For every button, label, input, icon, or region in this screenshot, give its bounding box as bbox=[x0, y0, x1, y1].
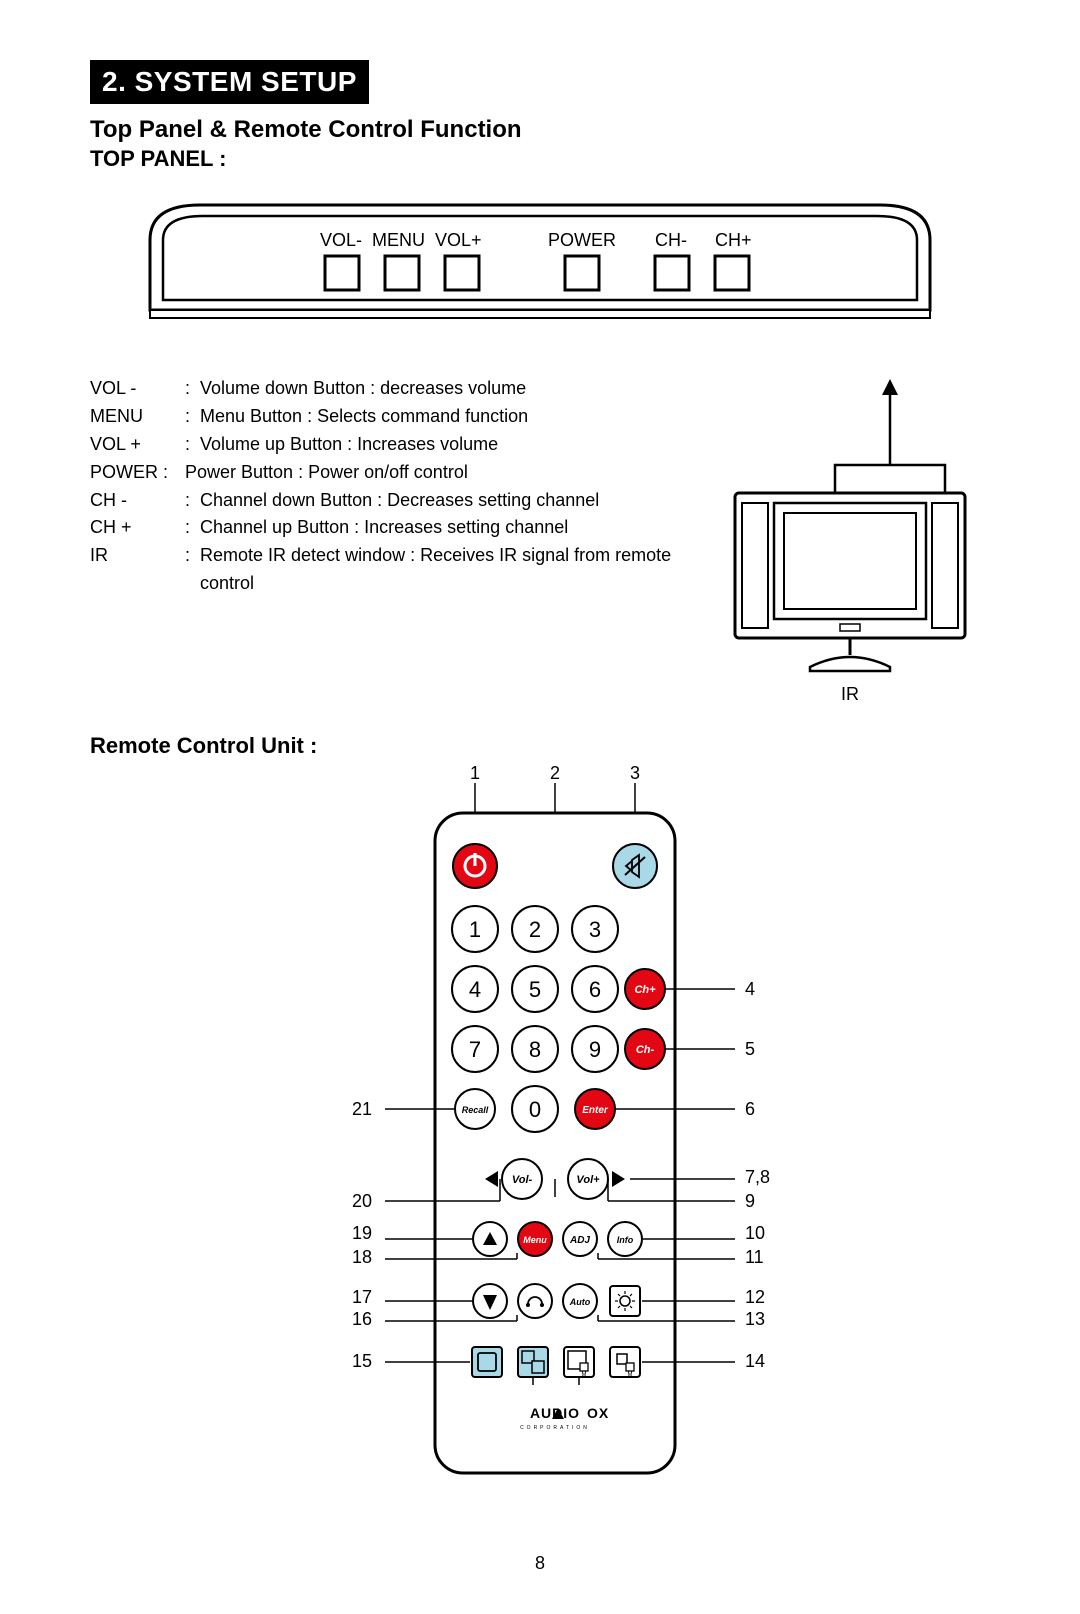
definition-row: CH +: Channel up Button : Increases sett… bbox=[90, 514, 690, 542]
definition-term: CH - bbox=[90, 487, 185, 515]
digit-label: 6 bbox=[589, 977, 601, 1002]
panel-label-ch-plus: CH+ bbox=[715, 230, 752, 250]
definition-text: Volume up Button : Increases volume bbox=[200, 431, 690, 459]
definition-row: POWER : Power Button : Power on/off cont… bbox=[90, 459, 690, 487]
definition-row: MENU: Menu Button : Selects command func… bbox=[90, 403, 690, 431]
panel-label-ch-minus: CH- bbox=[655, 230, 687, 250]
auto-label: Auto bbox=[569, 1297, 591, 1307]
panel-label-vol-minus: VOL- bbox=[320, 230, 362, 250]
info-label: Info bbox=[617, 1235, 634, 1245]
enter-label: Enter bbox=[582, 1105, 609, 1116]
digit-label: 4 bbox=[469, 977, 481, 1002]
digit-label: 1 bbox=[469, 917, 481, 942]
definition-list: VOL -: Volume down Button : decreases vo… bbox=[90, 375, 690, 705]
definition-term: VOL + bbox=[90, 431, 185, 459]
recall-label: Recall bbox=[462, 1105, 489, 1115]
panel-label-power: POWER bbox=[548, 230, 616, 250]
definition-term: CH + bbox=[90, 514, 185, 542]
digit-label: 5 bbox=[529, 977, 541, 1002]
definition-text: Channel down Button : Decreases setting … bbox=[200, 487, 690, 515]
digit-label: 2 bbox=[529, 917, 541, 942]
definition-colon: : bbox=[185, 514, 200, 542]
ch-minus-label: Ch- bbox=[636, 1044, 655, 1056]
svg-text:0: 0 bbox=[529, 1097, 541, 1122]
definition-row: VOL -: Volume down Button : decreases vo… bbox=[90, 375, 690, 403]
vol-plus-label: Vol+ bbox=[576, 1174, 600, 1186]
tv-diagram: IR bbox=[710, 375, 990, 705]
subsection-title: Top Panel & Remote Control Function bbox=[90, 116, 990, 144]
menu-label: Menu bbox=[523, 1235, 547, 1245]
definition-row: VOL +: Volume up Button : Increases volu… bbox=[90, 431, 690, 459]
definition-row: CH -: Channel down Button : Decreases se… bbox=[90, 487, 690, 515]
brand-sub-label: CORPORATION bbox=[520, 1425, 590, 1431]
top-panel-diagram: VOL- MENU VOL+ POWER CH- CH+ bbox=[130, 190, 990, 345]
definition-colon: : bbox=[185, 542, 200, 598]
definition-term: POWER : bbox=[90, 459, 185, 487]
digit-label: 7 bbox=[469, 1037, 481, 1062]
definition-term: IR bbox=[90, 542, 185, 598]
vol-minus-label: Vol- bbox=[512, 1174, 533, 1186]
top-panel-heading: TOP PANEL : bbox=[90, 146, 990, 172]
definition-colon: : bbox=[185, 431, 200, 459]
svg-text:OX: OX bbox=[587, 1405, 609, 1421]
remote-heading: Remote Control Unit : bbox=[90, 733, 990, 759]
ch-plus-label: Ch+ bbox=[634, 984, 656, 996]
digit-label: 8 bbox=[529, 1037, 541, 1062]
remote-diagram: 1 2 3 4567,891011121314 21201918171615 1… bbox=[90, 763, 990, 1523]
definition-text: Volume down Button : decreases volume bbox=[200, 375, 690, 403]
panel-label-menu: MENU bbox=[372, 230, 425, 250]
definition-row: IR: Remote IR detect window : Receives I… bbox=[90, 542, 690, 598]
ir-label: IR bbox=[710, 684, 990, 705]
definition-colon: : bbox=[185, 403, 200, 431]
section-header: 2. SYSTEM SETUP bbox=[90, 60, 369, 104]
definition-term: VOL - bbox=[90, 375, 185, 403]
panel-label-vol-plus: VOL+ bbox=[435, 230, 482, 250]
definition-term: MENU bbox=[90, 403, 185, 431]
definition-colon: : bbox=[185, 487, 200, 515]
digit-label: 3 bbox=[589, 917, 601, 942]
adj-label: ADJ bbox=[569, 1235, 590, 1246]
definition-colon: : bbox=[185, 375, 200, 403]
definition-text: Channel up Button : Increases setting ch… bbox=[200, 514, 690, 542]
digit-label: 9 bbox=[589, 1037, 601, 1062]
page-number: 8 bbox=[90, 1553, 990, 1574]
definition-text: Remote IR detect window : Receives IR si… bbox=[200, 542, 690, 598]
svg-text:M: M bbox=[628, 1372, 633, 1378]
definition-text: Menu Button : Selects command function bbox=[200, 403, 690, 431]
definition-text: Power Button : Power on/off control bbox=[185, 459, 690, 487]
svg-text:M: M bbox=[582, 1372, 587, 1378]
